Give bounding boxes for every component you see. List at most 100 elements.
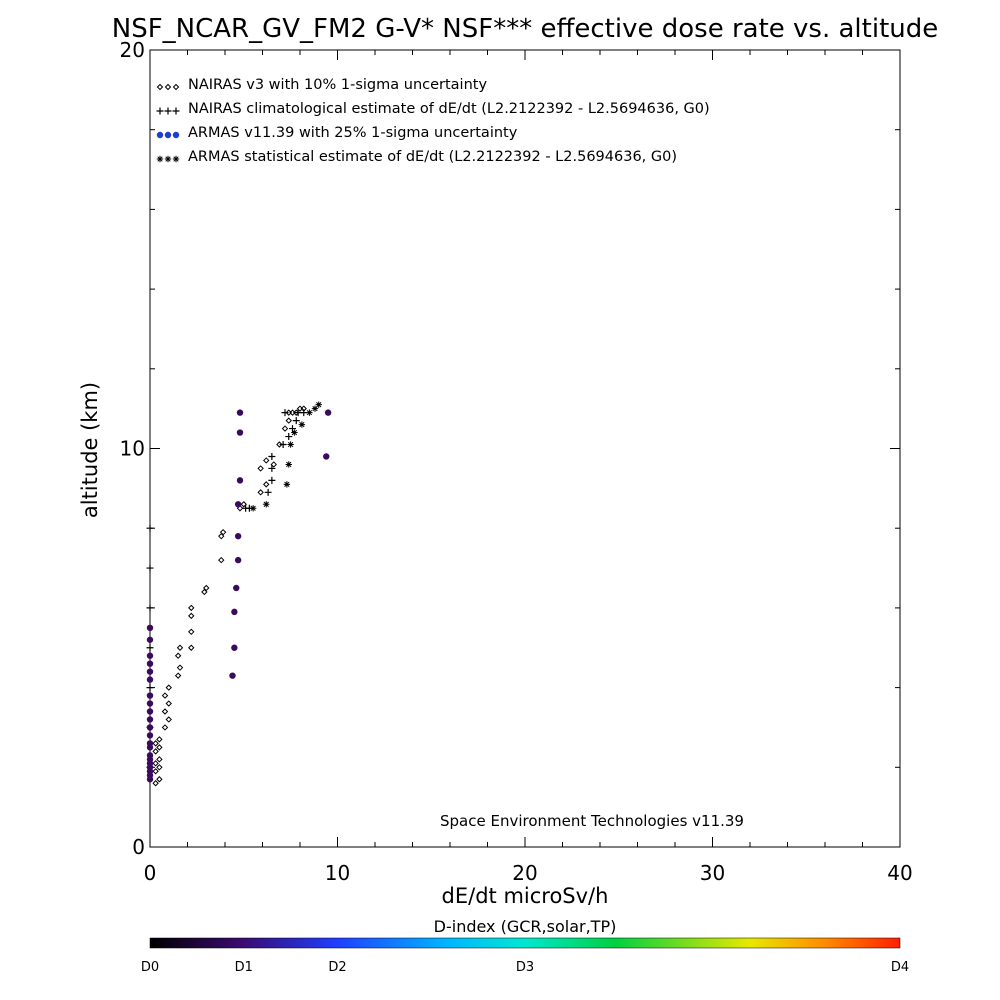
- diamond-point: [203, 584, 210, 592]
- diamond-point: [161, 724, 169, 731]
- legend-dot-marker: [156, 131, 164, 139]
- colorbar-label: D0: [141, 960, 159, 975]
- diamond-point: [152, 748, 159, 755]
- diamond-point: [156, 756, 163, 763]
- colorbar-label: D3: [516, 960, 534, 975]
- asterisk-point: [315, 401, 322, 408]
- y-tick-label: 10: [120, 437, 145, 461]
- x-axis-label: dE/dt microSv/h: [442, 884, 609, 908]
- dot-point: [146, 652, 154, 659]
- colorbar-title: D-index (GCR,solar,TP): [434, 917, 617, 936]
- diamond-point: [156, 776, 163, 783]
- dot-point: [146, 624, 154, 632]
- legend-asterisk-marker: [164, 155, 172, 163]
- dot-point: [146, 752, 154, 759]
- dot-point: [146, 708, 154, 715]
- diamond-point: [152, 780, 159, 787]
- colorbar-label: D1: [235, 960, 253, 975]
- plus-point: [268, 464, 276, 472]
- dot-point: [229, 672, 236, 679]
- dot-point: [146, 676, 154, 683]
- plus-point: [146, 644, 154, 652]
- diamond-point: [201, 588, 208, 596]
- diamond-point: [165, 716, 172, 723]
- asterisk-point: [306, 409, 313, 416]
- asterisk-point: [249, 505, 257, 512]
- diamond-point: [156, 736, 163, 743]
- diamond-point: [188, 644, 195, 651]
- legend-diamond-marker: [156, 83, 164, 91]
- diamond-point: [257, 489, 264, 496]
- diamond-point: [257, 465, 264, 472]
- diamond-point: [161, 708, 169, 715]
- y-axis-label: altitude (km): [78, 382, 102, 518]
- asterisk-point: [291, 429, 298, 436]
- diamond-point: [161, 692, 169, 699]
- dot-point: [231, 644, 238, 651]
- plus-point: [264, 488, 272, 496]
- legend-asterisk-marker: [156, 155, 164, 163]
- dot-point: [146, 660, 154, 667]
- dot-point: [324, 409, 332, 416]
- dot-point: [146, 692, 154, 699]
- legend-diamond-marker: [164, 83, 172, 91]
- legend-entry-label: ARMAS v11.39 with 25% 1-sigma uncertaint…: [188, 125, 518, 141]
- x-tick-label: 0: [144, 861, 157, 885]
- legend-entry-label: ARMAS statistical estimate of dE/dt (L2.…: [188, 149, 677, 165]
- axis-ticks: [149, 49, 901, 848]
- dot-point: [233, 584, 240, 592]
- dot-point: [236, 409, 244, 416]
- diamond-point: [152, 768, 159, 775]
- x-tick-label: 30: [700, 861, 725, 885]
- colorbar-labels: D0 D1 D2 D3 D4: [141, 960, 909, 975]
- dot-point: [234, 556, 242, 564]
- data-points: [146, 401, 332, 787]
- asterisk-point: [311, 405, 319, 412]
- dot-point: [146, 668, 154, 675]
- diamond-point: [174, 672, 182, 679]
- diamond-point: [263, 481, 270, 488]
- colorbar: [149, 937, 901, 949]
- diamond-point: [152, 760, 159, 767]
- plus-point: [281, 409, 289, 417]
- legend: NAIRAS v3 with 10% 1-sigma uncertainty NA…: [156, 77, 710, 165]
- diamond-point: [156, 744, 163, 751]
- plus-point: [285, 433, 293, 441]
- asterisk-point: [298, 421, 306, 428]
- legend-dot-marker: [172, 131, 180, 139]
- dot-point: [234, 532, 242, 540]
- diamond-point: [281, 425, 289, 432]
- dot-point: [146, 724, 154, 731]
- diamond-point: [176, 644, 184, 651]
- credit-annotation: Space Environment Technologies v11.39: [440, 812, 744, 830]
- plus-point: [268, 452, 276, 460]
- legend-asterisk-marker: [172, 155, 180, 163]
- legend-plus-marker: [172, 107, 180, 115]
- chart-title: NSF_NCAR_GV_FM2 G-V* NSF*** effective do…: [112, 14, 939, 44]
- legend-entry-label: NAIRAS climatological estimate of dE/dt …: [188, 101, 710, 117]
- diamond-point: [165, 700, 172, 707]
- asterisk-point: [285, 461, 292, 468]
- dot-point: [146, 636, 154, 643]
- diamond-point: [218, 532, 225, 540]
- dot-point: [323, 453, 330, 460]
- diamond-point: [240, 501, 247, 508]
- legend-diamond-marker: [172, 83, 180, 91]
- dot-point: [234, 501, 242, 508]
- plus-point: [300, 409, 308, 417]
- diamond-point: [218, 556, 225, 564]
- dot-point: [236, 429, 244, 436]
- diamond-point: [219, 528, 227, 536]
- y-tick-label: 0: [132, 835, 145, 859]
- y-tick-label: 20: [120, 38, 145, 62]
- x-tick-label: 20: [512, 861, 537, 885]
- diamond-point: [152, 740, 159, 747]
- dot-point: [146, 732, 154, 739]
- plus-point: [146, 524, 154, 532]
- asterisk-point: [287, 441, 294, 448]
- x-tick-label: 40: [887, 861, 912, 885]
- diamond-point: [176, 664, 184, 671]
- diamond-point: [270, 461, 277, 468]
- plus-point: [279, 441, 287, 449]
